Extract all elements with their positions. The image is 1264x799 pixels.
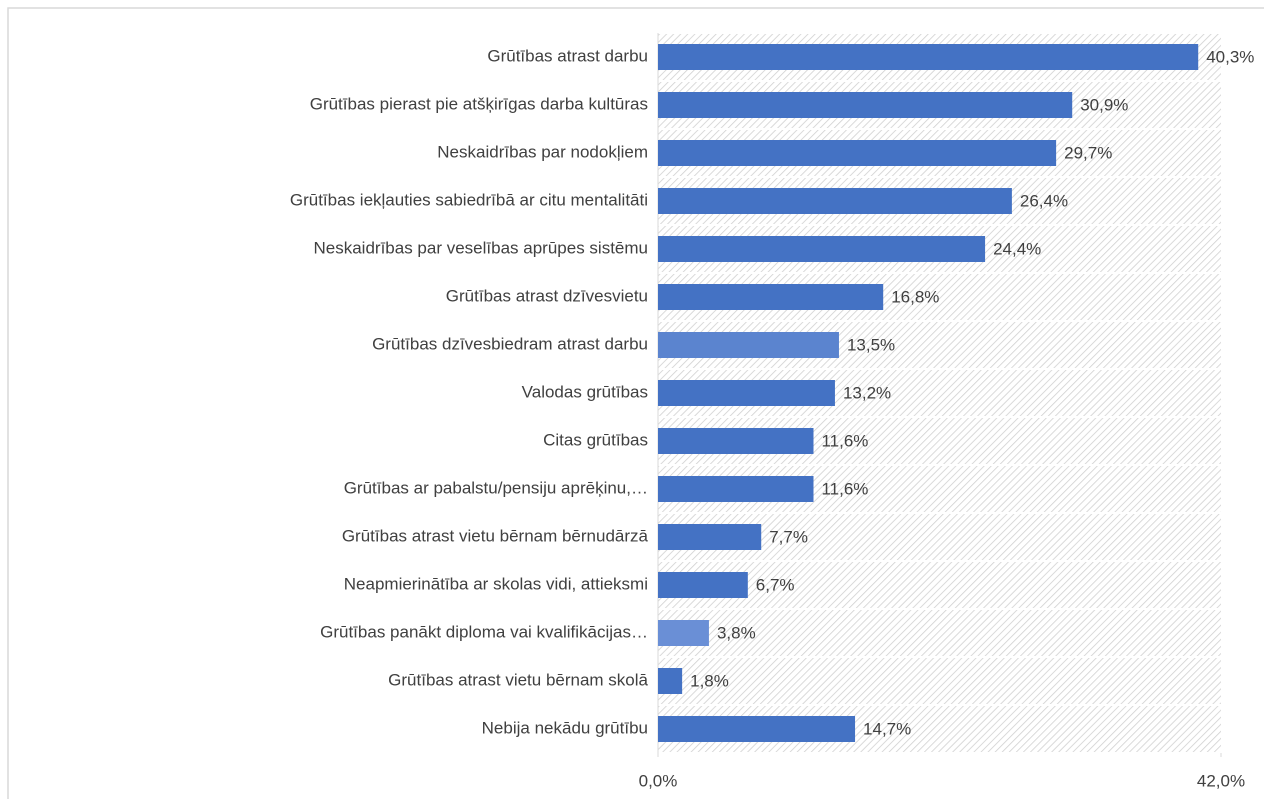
value-label: 14,7% — [863, 719, 911, 738]
y-tick-label: Neskaidrības par veselības aprūpes sistē… — [314, 238, 649, 257]
value-label: 30,9% — [1080, 95, 1128, 114]
value-label: 3,8% — [717, 623, 756, 642]
row-background — [658, 610, 1221, 656]
bar — [658, 380, 835, 406]
y-tick-label: Grūtības atrast vietu bērnam skolā — [388, 670, 648, 689]
bar — [658, 668, 683, 694]
y-tick-label: Grūtības atrast vietu bērnam bērnudārzā — [342, 526, 649, 545]
value-label: 11,6% — [821, 479, 868, 498]
value-label: 24,4% — [993, 239, 1041, 258]
y-tick-label: Grūtības panākt diploma vai kvalifikācij… — [320, 622, 648, 641]
value-label: 13,2% — [843, 383, 891, 402]
value-label: 6,7% — [756, 575, 795, 594]
bar — [658, 236, 986, 262]
bar — [658, 92, 1073, 118]
value-label: 26,4% — [1020, 191, 1068, 210]
x-tick-label: 0,0% — [639, 771, 678, 790]
bar — [658, 284, 884, 310]
bar — [658, 44, 1199, 70]
y-tick-label: Grūtības atrast darbu — [487, 46, 648, 65]
y-tick-label: Grūtības dzīvesbiedram atrast darbu — [372, 334, 648, 353]
row-background — [658, 658, 1221, 704]
y-tick-label: Grūtības atrast dzīvesvietu — [446, 286, 648, 305]
chart-border — [7, 7, 1264, 799]
value-label: 29,7% — [1064, 143, 1112, 162]
y-tick-label: Grūtības ar pabalstu/pensiju aprēķinu,… — [344, 478, 648, 497]
y-tick-label: Grūtības iekļauties sabiedrībā ar citu m… — [290, 190, 648, 209]
row-background — [658, 562, 1221, 608]
y-tick-label: Neapmierinātība ar skolas vidi, attieksm… — [344, 574, 648, 593]
bar — [658, 524, 762, 550]
value-label: 1,8% — [690, 671, 729, 690]
y-tick-label: Citas grūtības — [543, 430, 648, 449]
y-tick-label: Neskaidrības par nodokļiem — [437, 142, 648, 161]
value-label: 13,5% — [847, 335, 895, 354]
y-tick-label: Valodas grūtības — [522, 382, 648, 401]
x-tick-label: 42,0% — [1197, 771, 1245, 790]
bar — [658, 476, 814, 502]
bar — [658, 140, 1057, 166]
y-tick-label: Grūtības pierast pie atšķirīgas darba ku… — [310, 94, 648, 113]
bar — [658, 428, 814, 454]
bar — [658, 188, 1012, 214]
value-label: 16,8% — [891, 287, 939, 306]
value-label: 7,7% — [769, 527, 808, 546]
value-label: 11,6% — [821, 431, 868, 450]
bar — [658, 572, 748, 598]
y-tick-label: Nebija nekādu grūtību — [482, 718, 648, 737]
bar — [658, 332, 839, 358]
bar — [658, 620, 709, 646]
bar — [658, 716, 856, 742]
value-label: 40,3% — [1206, 47, 1254, 66]
